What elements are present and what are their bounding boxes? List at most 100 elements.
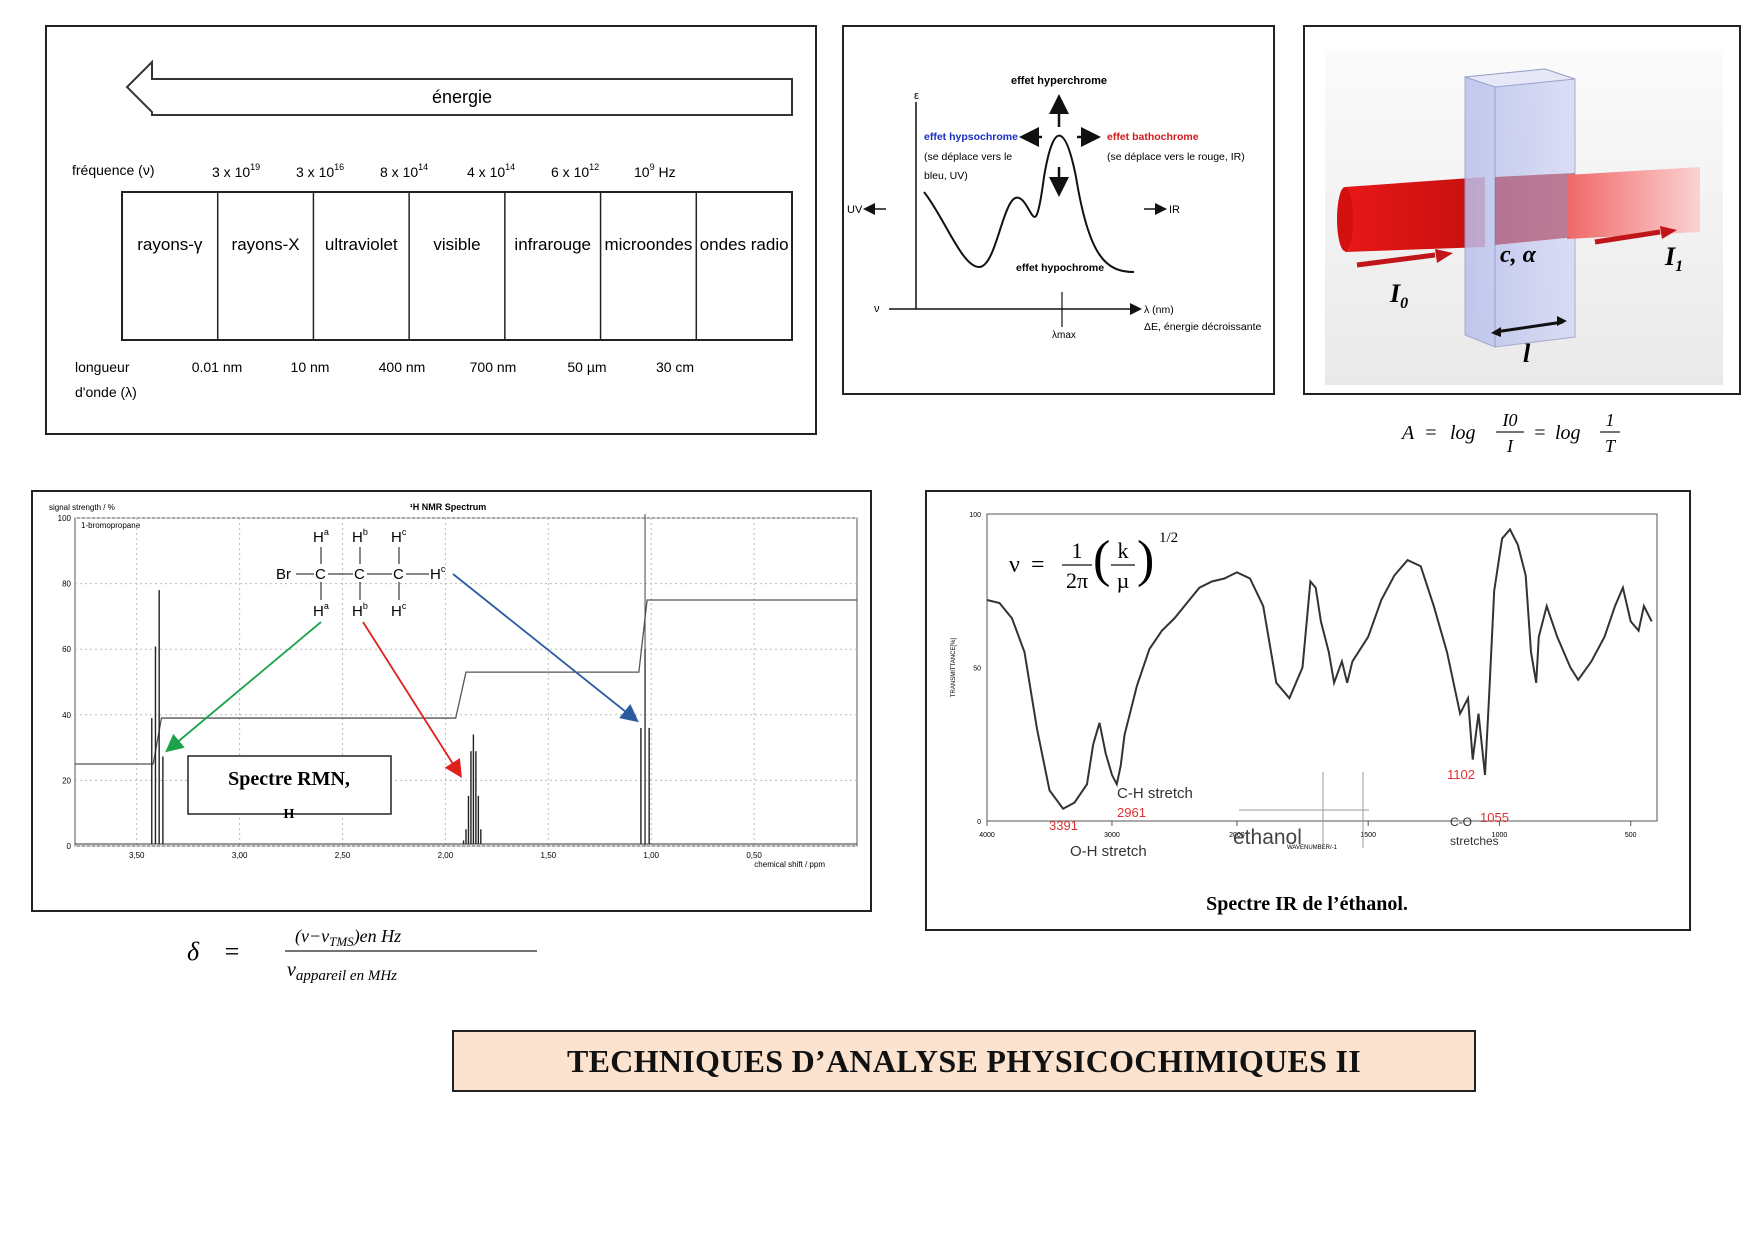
x-tick-label: 1,00 (643, 851, 659, 860)
ir-caption: Spectre IR de l’éthanol. (1206, 893, 1408, 915)
frequency-value: 3 x 1016 (296, 162, 344, 180)
wavelength-label-1: longueur (75, 359, 130, 375)
arrow-hc (452, 573, 639, 723)
nmr-caption: Spectre RMN, (228, 768, 350, 790)
I1-label: I1 (1664, 242, 1683, 275)
wavelength-value: 10 nm (291, 359, 330, 375)
nmr-caption-cut: H (284, 807, 295, 822)
label-ch-stretch: C-H stretch (1117, 785, 1193, 802)
y-tick-label: 100 (969, 512, 981, 519)
wavelength-value: 0.01 nm (192, 359, 243, 375)
hyperchrome-label: effet hyperchrome (1011, 75, 1107, 87)
ir-spectrum-chart: 4000 3000 2000 1500 1000 500100500WAVENUMBER/… (951, 512, 1658, 915)
absorbance-symbol: A (1400, 422, 1415, 444)
bathochrome-note: (se déplace vers le rouge, IR) (1107, 151, 1245, 163)
equals: = (223, 937, 241, 966)
energy-arrow (125, 59, 793, 116)
wavelength-label-2: d'onde (λ) (75, 384, 137, 400)
equals-2: = (1533, 422, 1547, 444)
label-1055: 1055 (1480, 810, 1509, 825)
nmr-title: ¹H NMR Spectrum (410, 502, 487, 512)
page-title: TECHNIQUES D’ANALYSE PHYSICOCHIMIQUES II (566, 1042, 1362, 1079)
x-tick-label: 1000 (1492, 832, 1508, 839)
hypsochrome-note-2: bleu, UV) (924, 170, 968, 182)
uv-effects-panel: ε ν effet hyperchrome effet hypsochrome … (842, 25, 1275, 395)
y-tick-label: 0 (67, 842, 72, 851)
energy-label: énergie (432, 87, 492, 107)
nmr-caption-box (187, 755, 392, 815)
formula-one: 1 (1072, 538, 1083, 563)
ir-label: IR (1169, 204, 1180, 216)
hypochrome-label: effet hypochrome (1016, 262, 1104, 274)
formula-mu: µ (1117, 568, 1130, 593)
label-ethanol: ethanol (1233, 826, 1302, 849)
nu-label: ν (874, 303, 880, 315)
frequency-value: 109 Hz (634, 162, 676, 180)
x-tick-label: 3,50 (129, 851, 145, 860)
ir-spectrum-line (986, 527, 1653, 810)
x-tick-label: 1,50 (541, 851, 557, 860)
equals-1: = (1424, 422, 1438, 444)
y-tick-label: 80 (62, 580, 71, 589)
uv-label: UV (847, 204, 863, 216)
x-tick-label: 3000 (1104, 832, 1120, 839)
I1-arrow-head (1660, 226, 1677, 239)
absorbed-beam (1495, 173, 1575, 245)
formula-close-paren: ) (1137, 531, 1154, 588)
atom-hc-top: Hc (391, 527, 407, 546)
beam-end (1337, 187, 1353, 251)
energy-axis-label: ΔE, énergie décroissante (1144, 321, 1261, 333)
integration-line (75, 599, 857, 765)
y-tick-label: 0 (977, 819, 981, 826)
l-arrow (1494, 320, 1564, 334)
x-tick-label: 2000 (1229, 832, 1245, 839)
I1-arrow-shaft (1594, 229, 1661, 245)
atom-c2: C (354, 566, 365, 583)
x-tick-label: 1500 (1360, 832, 1376, 839)
y-tick-label: 100 (58, 514, 72, 523)
label-stretches: stretches (1450, 834, 1499, 848)
frequency-label: fréquence (ν) (72, 162, 154, 178)
cuvette-panel: I0 I1 c, α l (1303, 25, 1741, 395)
nmr-y-ticks: 100 80 60 40 20 0 (58, 514, 72, 851)
cuvette-diagram: I0 I1 c, α l (1325, 49, 1723, 385)
formula-k: k (1118, 538, 1129, 563)
y-tick-label: 40 (62, 711, 71, 720)
frequency-value: 8 x 1014 (380, 162, 428, 180)
bromopropane-structure: Br C C C Hc Ha Ha Hb Hb Hc Hc (276, 527, 446, 620)
l-arrow-head-1 (1491, 327, 1501, 337)
wavelength-value: 400 nm (379, 359, 426, 375)
x-tick-label: 2,00 (438, 851, 454, 860)
arrow-hb (362, 621, 462, 779)
frequency-value: 3 x 1019 (212, 162, 260, 180)
label-3391: 3391 (1049, 818, 1078, 833)
l-arrow-head-2 (1557, 316, 1567, 326)
em-spectrum-panel: énergie fréquence (ν) 3 x 1019 3 x 1016 8 … (45, 25, 817, 435)
path-length-label: l (1523, 339, 1531, 368)
concentration-label: c, α (1500, 242, 1537, 268)
y-tick-label: 60 (62, 645, 71, 654)
log-1: log (1450, 422, 1476, 444)
hypsochrome-label: effet hypsochrome (924, 131, 1018, 143)
x-tick-label: 3,00 (232, 851, 248, 860)
wavelength-values: 0.01 nm 10 nm 400 nm 700 nm 50 µm 30 cm (192, 359, 694, 375)
I0-label: I0 (1389, 279, 1408, 312)
region-label: microondes (604, 235, 692, 254)
ir-frequency-formula: ν = 1 2π ( k µ ) 1/2 (1009, 530, 1178, 593)
ir-xlabel: WAVENUMBER/-1 (1287, 845, 1338, 851)
fraction-2-den: T (1605, 436, 1617, 456)
formula-two-pi: 2π (1066, 568, 1088, 593)
lambda-axis-label: λ (nm) (1144, 304, 1174, 316)
incident-beam (1345, 177, 1485, 252)
page-title-box: TECHNIQUES D’ANALYSE PHYSICOCHIMIQUES II (452, 1030, 1476, 1092)
region-label: infrarouge (514, 235, 591, 254)
delta-symbol: δ (187, 937, 200, 966)
atom-ha-bottom: Ha (313, 601, 329, 620)
em-spectrum-diagram: énergie fréquence (ν) 3 x 1019 3 x 1016 8 … (72, 59, 793, 400)
region-label: visible (433, 235, 480, 254)
lambda-max-label: λmax (1052, 330, 1076, 341)
wavelength-value: 700 nm (470, 359, 517, 375)
bathochrome-label: effet bathochrome (1107, 131, 1199, 143)
transmitted-beam (1567, 167, 1700, 239)
ethanol-structure (1239, 772, 1369, 848)
